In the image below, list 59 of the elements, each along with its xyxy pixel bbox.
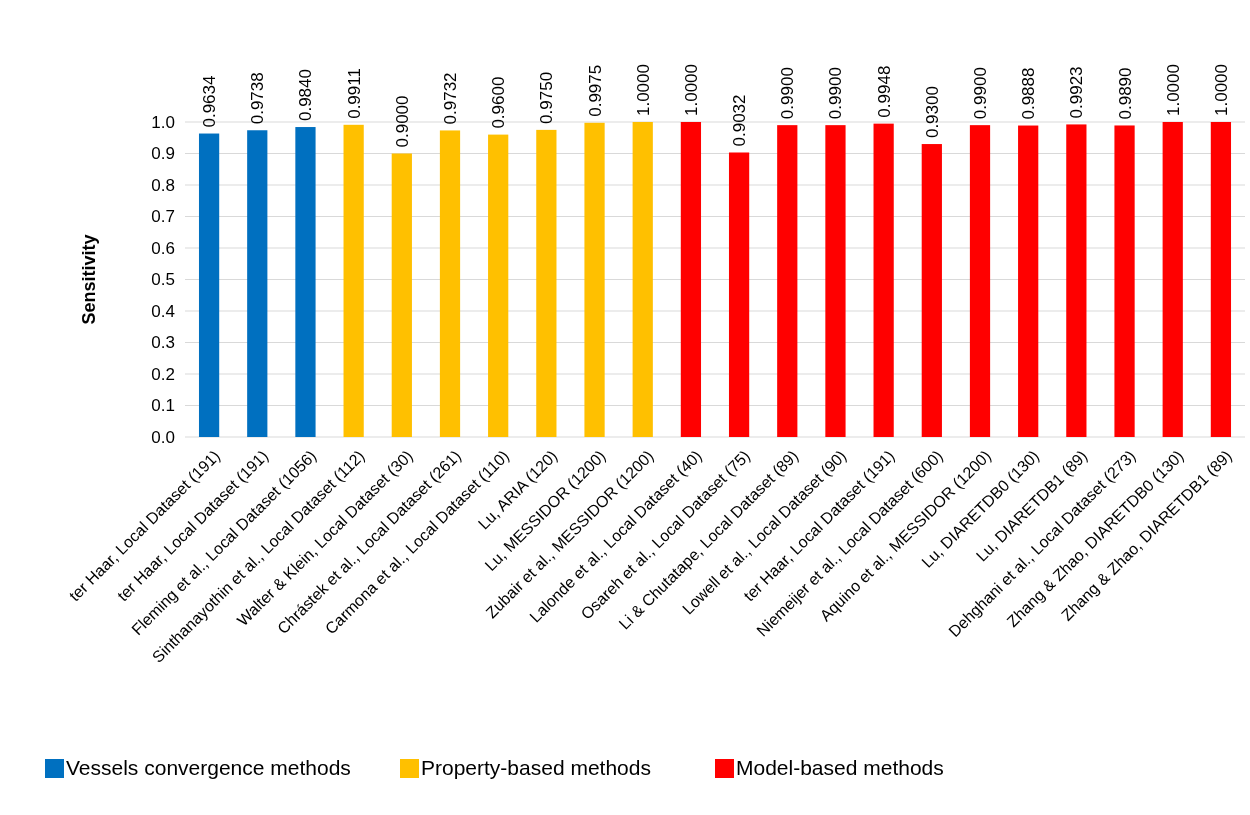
y-tick-label: 0.0: [151, 427, 175, 447]
y-tick-label: 0.1: [151, 396, 175, 416]
data-label: 0.9738: [248, 72, 268, 125]
y-tick-label: 0.9: [151, 144, 175, 164]
data-label: 0.9750: [537, 71, 557, 124]
data-label: 0.9032: [730, 94, 750, 147]
data-label: 0.9900: [778, 67, 798, 120]
y-tick-label: 0.5: [151, 270, 175, 290]
y-tick-label: 0.4: [151, 301, 175, 321]
bar: [295, 127, 316, 437]
bar: [247, 130, 268, 437]
data-label: 1.0000: [1163, 64, 1183, 116]
bar: [488, 134, 509, 437]
data-label: 0.9634: [200, 75, 220, 128]
legend-label: Vessels convergence methods: [66, 756, 351, 779]
data-label: 0.9300: [922, 86, 942, 139]
y-tick-label: 0.2: [151, 364, 175, 384]
bar: [391, 153, 412, 437]
data-label: 0.9840: [296, 69, 316, 122]
data-label: 0.9890: [1115, 67, 1135, 120]
bar: [969, 125, 991, 437]
data-label: 0.9900: [971, 67, 990, 120]
data-label: 0.9888: [1019, 67, 1039, 120]
bar: [728, 152, 750, 437]
bar: [198, 133, 220, 437]
bar: [1114, 125, 1135, 437]
data-label: 0.9732: [441, 72, 460, 125]
y-tick-label: 0.7: [151, 207, 175, 227]
data-label: 1.0000: [681, 64, 701, 116]
bar: [584, 122, 605, 437]
y-axis-title: Sensitivity: [79, 234, 99, 325]
y-tick-label: 0.8: [151, 175, 175, 195]
bar: [1162, 122, 1183, 437]
bar: [632, 122, 653, 437]
data-label: 0.9900: [826, 67, 846, 120]
data-label: 1.0000: [1211, 64, 1231, 116]
bar: [343, 124, 364, 437]
y-tick-label: 0.6: [151, 238, 175, 258]
bar: [1018, 125, 1039, 437]
data-label: 0.9600: [489, 76, 509, 129]
bar: [777, 125, 798, 437]
bar: [873, 123, 894, 437]
y-tick-label: 0.3: [151, 333, 175, 353]
bar: [921, 144, 942, 437]
data-label: 0.9911: [344, 68, 364, 119]
data-label: 0.9000: [392, 95, 412, 148]
bar: [680, 122, 702, 437]
bar: [439, 130, 461, 437]
data-label: 0.9948: [874, 65, 894, 118]
bar: [1066, 124, 1087, 437]
data-label: 0.9923: [1067, 66, 1087, 119]
legend-label: Model-based methods: [736, 756, 944, 779]
y-tick-label: 1.0: [151, 112, 175, 132]
bar: [1210, 122, 1232, 437]
legend-label: Property-based methods: [421, 756, 651, 779]
data-label: 1.0000: [633, 64, 653, 116]
bar: [536, 129, 557, 437]
data-label: 0.9975: [585, 64, 605, 117]
bar: [825, 125, 846, 437]
